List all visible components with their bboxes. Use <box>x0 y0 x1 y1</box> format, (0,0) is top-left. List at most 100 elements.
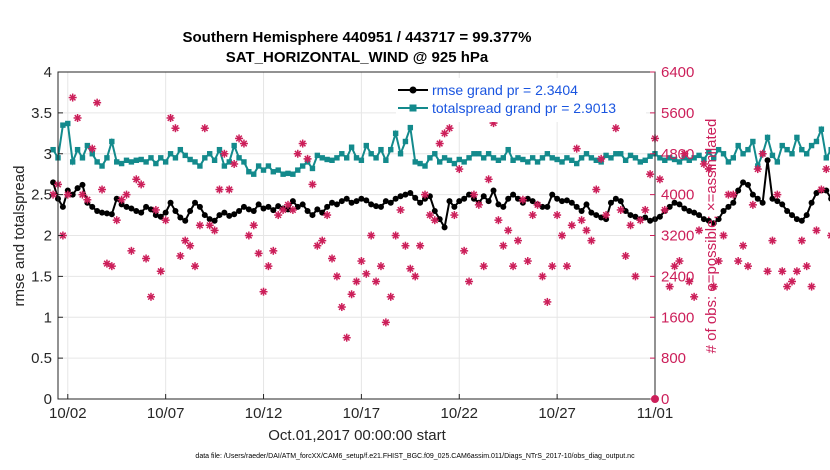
assimilated-point <box>298 139 307 148</box>
assimilated-point <box>416 241 425 250</box>
assimilated-point <box>107 262 116 271</box>
rmse-point <box>759 199 766 206</box>
rmse-point <box>500 203 507 210</box>
assimilated-point <box>538 272 547 281</box>
y-tick-label-left: 1 <box>44 309 52 326</box>
totalspread-point <box>221 163 228 169</box>
rmse-point <box>289 198 296 205</box>
assimilated-point <box>132 175 141 184</box>
totalspread-point <box>427 155 433 161</box>
y-tick-label-right: 0 <box>661 391 669 408</box>
totalspread-point <box>167 151 174 157</box>
rmse-point <box>441 224 448 231</box>
assimilated-point <box>616 205 625 214</box>
rmse-point <box>490 187 497 194</box>
assimilated-point <box>112 216 121 225</box>
rmse-point <box>632 213 639 220</box>
totalspread-point <box>407 124 414 131</box>
rmse-point <box>275 203 282 210</box>
assimilated-point <box>191 262 200 271</box>
totalspread-point <box>373 155 379 161</box>
assimilated-point <box>802 262 811 271</box>
rmse-point <box>612 195 619 202</box>
rmse-point <box>617 198 624 205</box>
assimilated-point <box>513 236 522 245</box>
totalspread-point <box>720 151 727 157</box>
assimilated-point <box>572 144 581 153</box>
rmse-point <box>187 207 194 214</box>
totalspread-point <box>657 155 663 161</box>
assimilated-point <box>748 200 757 209</box>
rmse-point <box>99 209 106 216</box>
chart-title: Southern Hemisphere 440951 / 443717 = 99… <box>183 29 532 46</box>
rmse-point <box>113 195 120 202</box>
rmse-point <box>769 195 776 202</box>
rmse-point <box>417 199 424 206</box>
totalspread-point <box>143 159 149 165</box>
rmse-point <box>784 207 791 214</box>
totalspread-point <box>226 159 232 165</box>
rmse-point <box>138 209 145 216</box>
totalspread-point <box>309 165 316 172</box>
totalspread-point <box>319 155 325 161</box>
rmse-point <box>710 220 717 227</box>
totalspread-point <box>69 159 76 165</box>
assimilated-point <box>499 241 508 250</box>
assimilated-point <box>699 159 708 168</box>
assimilated-point <box>376 262 385 271</box>
assimilated-point <box>479 262 488 271</box>
totalspread-point <box>774 159 781 165</box>
totalspread-point <box>789 151 795 157</box>
totalspread-point <box>216 146 223 153</box>
assimilated-point <box>347 290 356 299</box>
rmse-point <box>402 191 409 198</box>
totalspread-point <box>432 151 438 157</box>
assimilated-point <box>235 134 244 143</box>
totalspread-point <box>412 159 418 165</box>
rmse-point <box>216 212 223 219</box>
rmse-point <box>691 209 698 216</box>
rmse-point <box>559 198 566 205</box>
y-axis-label-left: rmse and totalspread <box>11 166 28 307</box>
totalspread-point <box>334 155 340 161</box>
totalspread-point <box>769 152 776 159</box>
rmse-point <box>514 195 521 202</box>
assimilated-point <box>372 277 381 286</box>
totalspread-point <box>187 156 193 163</box>
totalspread-point <box>618 151 624 157</box>
rmse-point <box>192 199 199 206</box>
totalspread-point <box>476 151 482 157</box>
rmse-point <box>456 198 463 205</box>
assimilated-point <box>460 246 469 255</box>
rmse-point <box>64 187 71 194</box>
totalspread-point <box>211 157 218 163</box>
totalspread-point <box>241 159 247 165</box>
totalspread-point <box>808 142 815 149</box>
rmse-point <box>59 203 66 210</box>
rmse-point <box>270 207 277 214</box>
rmse-point <box>431 207 438 214</box>
x-tick-label: 10/07 <box>147 405 185 422</box>
assimilated-point <box>406 264 415 273</box>
assimilated-point <box>758 149 767 158</box>
rmse-point <box>255 201 262 208</box>
totalspread-point <box>554 156 560 163</box>
rmse-point <box>598 214 605 221</box>
rmse-point <box>382 198 389 205</box>
rmse-point <box>656 213 663 220</box>
totalspread-point <box>613 151 619 157</box>
y-tick-label-left: 2 <box>44 228 52 245</box>
rmse-point <box>774 198 781 205</box>
totalspread-point <box>745 146 751 153</box>
rmse-point <box>368 201 375 208</box>
rmse-point <box>412 194 419 201</box>
totalspread-point <box>378 146 384 153</box>
rmse-point <box>133 207 140 214</box>
assimilated-point <box>318 236 327 245</box>
totalspread-point <box>153 160 159 167</box>
totalspread-point <box>662 157 668 163</box>
assimilated-point <box>435 139 444 148</box>
totalspread-point <box>422 163 428 169</box>
assimilated-point <box>626 221 635 230</box>
totalspread-point <box>520 156 526 163</box>
